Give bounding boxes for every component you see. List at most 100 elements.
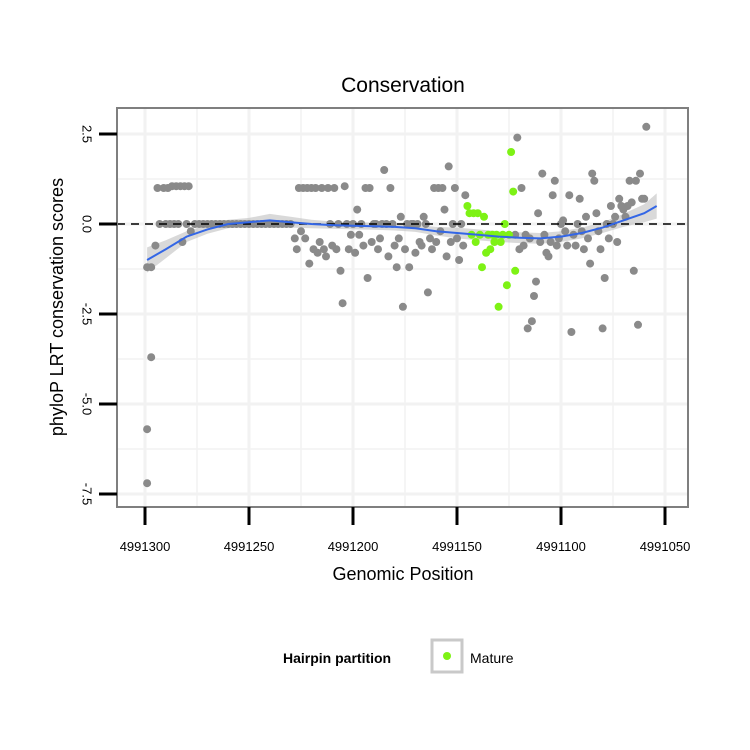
point-other [606, 202, 615, 210]
y-tick-label: -2.5 [80, 303, 95, 325]
point-other [590, 176, 599, 185]
point-other [411, 248, 420, 257]
point-other [571, 241, 580, 250]
point-other [455, 256, 464, 264]
point-other [453, 234, 461, 243]
point-other [546, 238, 555, 246]
x-tick-label: 4991200 [328, 539, 379, 554]
point-other [584, 234, 592, 243]
point-other [376, 234, 384, 243]
point-other [567, 328, 576, 336]
y-axis: 2.5 0.0 -2.5 -5.0 -7.5 [80, 125, 117, 505]
point-other [151, 241, 160, 250]
point-other [640, 194, 649, 203]
point-other [582, 212, 590, 221]
point-other [642, 122, 651, 131]
point-other [365, 184, 374, 192]
point-other [405, 263, 414, 272]
point-other [332, 245, 341, 254]
point-other [600, 274, 609, 282]
point-other [627, 198, 636, 207]
point-other [380, 166, 389, 174]
point-other [636, 169, 644, 178]
point-mature [507, 148, 516, 156]
point-other [517, 184, 526, 192]
plot-panel [116, 107, 689, 508]
point-other [426, 234, 434, 243]
point-mature [486, 245, 495, 254]
point-other [444, 162, 453, 171]
point-other [292, 245, 301, 254]
point-other [540, 230, 549, 239]
smooth-trend-line [146, 205, 658, 261]
point-other [432, 238, 441, 246]
point-other [147, 353, 156, 362]
point-other [579, 245, 588, 254]
point-other [147, 263, 156, 272]
point-other [438, 184, 447, 192]
x-tick-label: 4991150 [432, 539, 482, 554]
legend-title: Hairpin partition [283, 650, 391, 666]
point-other [563, 241, 572, 250]
panel-border [116, 107, 689, 508]
point-other [301, 234, 310, 243]
point-other [305, 259, 314, 268]
point-other [351, 248, 360, 257]
point-other [575, 194, 584, 203]
point-mature [494, 302, 503, 311]
point-other [573, 220, 582, 228]
point-other [346, 230, 355, 239]
point-other [613, 238, 622, 246]
point-other [428, 245, 436, 254]
point-other [324, 184, 332, 192]
point-other [417, 241, 426, 250]
point-other [311, 184, 320, 192]
x-tick-label: 4991100 [536, 539, 586, 554]
point-other [143, 425, 152, 434]
point-other [317, 184, 326, 192]
point-other [386, 184, 395, 192]
data-points [143, 122, 651, 488]
point-other [536, 238, 545, 246]
point-other [367, 238, 376, 246]
point-mature [502, 281, 511, 290]
point-other [396, 212, 405, 221]
point-other [322, 252, 330, 261]
point-other [631, 176, 640, 185]
point-other [450, 184, 459, 192]
point-other [363, 274, 372, 282]
point-other [513, 133, 522, 142]
point-other [527, 317, 536, 326]
point-other [561, 227, 570, 236]
point-other [186, 227, 195, 236]
point-other [523, 324, 532, 333]
x-axis: 4991300 4991250 4991200 4991150 4991100 49910… [120, 507, 691, 554]
point-other [550, 176, 559, 185]
point-other [290, 234, 299, 243]
point-other [459, 241, 468, 250]
point-other [319, 245, 328, 254]
point-other [384, 252, 393, 261]
point-other [615, 194, 624, 203]
point-other [394, 234, 403, 243]
x-axis-title: Genomic Position [332, 564, 473, 584]
point-other [457, 220, 466, 228]
point-other [330, 184, 339, 192]
point-other [401, 245, 409, 254]
point-other [419, 212, 428, 221]
point-other [519, 241, 528, 250]
point-other [440, 205, 449, 214]
x-tick-label: 4991300 [120, 539, 171, 554]
point-other [340, 182, 349, 191]
point-other [586, 259, 595, 268]
point-mature [480, 212, 488, 221]
x-tick-label: 4991050 [640, 539, 691, 554]
point-other [532, 277, 540, 286]
point-other [604, 234, 613, 243]
point-other [359, 241, 368, 250]
point-other [423, 288, 432, 297]
legend: Hairpin partition Mature [283, 638, 514, 674]
point-other [143, 479, 152, 488]
point-other [398, 302, 407, 311]
point-other [552, 241, 561, 250]
